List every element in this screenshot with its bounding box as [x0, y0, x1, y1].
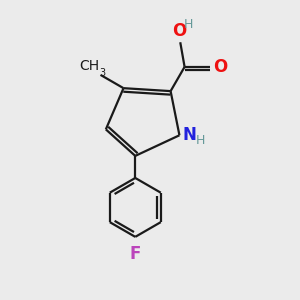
Text: 3: 3 — [100, 68, 106, 78]
Text: N: N — [182, 126, 196, 144]
Text: F: F — [130, 245, 141, 263]
Text: O: O — [213, 58, 227, 76]
Text: O: O — [172, 22, 186, 40]
Text: H: H — [184, 18, 193, 31]
Text: H: H — [196, 134, 205, 147]
Text: CH: CH — [79, 59, 99, 74]
